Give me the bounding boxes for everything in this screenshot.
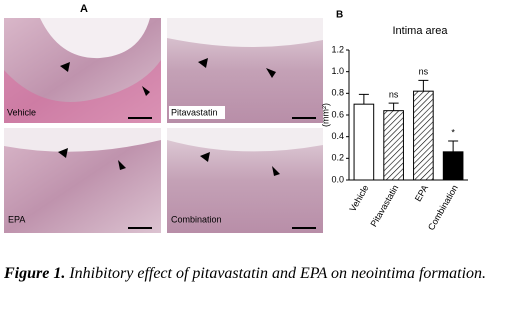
micrograph — [4, 18, 161, 123]
x-tick-label: EPA — [413, 183, 430, 203]
error-bar — [388, 102, 399, 111]
y-tick-label: 1.2 — [331, 44, 344, 54]
y-tick-label: 0.6 — [331, 109, 344, 119]
figure: A Vehicle Pitavastatin EPA Combination B… — [4, 3, 468, 233]
caption-text: Inhibitory effect of pitavastatin and EP… — [69, 265, 487, 282]
figure-label: Figure 1. — [4, 265, 66, 282]
bar — [413, 90, 434, 181]
panel-label: A — [80, 3, 88, 15]
y-tick-label: 0.4 — [331, 131, 344, 141]
x-tick-label: Combination — [426, 183, 460, 232]
label-background — [169, 106, 225, 119]
annotation: * — [451, 127, 455, 137]
error-bar — [418, 79, 429, 92]
y-tick-label: 0.2 — [331, 153, 344, 163]
image-label: EPA — [8, 214, 25, 224]
micrograph — [167, 128, 323, 233]
y-axis-label: (mm²) — [320, 103, 330, 127]
caption: Figure 1. Inhibitory effect of pitavasta… — [4, 262, 498, 286]
bar — [442, 151, 464, 181]
bar — [383, 110, 404, 181]
x-tick-label: Vehicle — [347, 183, 370, 213]
annotation: ns — [419, 67, 429, 77]
y-tick-label: 1.0 — [331, 66, 344, 76]
image-label: Combination — [171, 214, 222, 224]
chart-title: Intima area — [392, 25, 448, 37]
y-tick-label: 0.8 — [331, 88, 344, 98]
error-bar — [358, 93, 369, 105]
y-tick-label: 0.0 — [331, 174, 344, 184]
micrograph — [4, 128, 161, 233]
image-label: Pitavastatin — [171, 107, 218, 117]
x-tick-label: Pitavastatin — [368, 183, 400, 228]
error-bar — [448, 140, 459, 152]
annotation: ns — [389, 89, 399, 99]
panel-label: B — [336, 10, 343, 21]
bar — [353, 103, 375, 181]
micrograph — [167, 18, 323, 123]
image-label: Vehicle — [7, 107, 36, 117]
